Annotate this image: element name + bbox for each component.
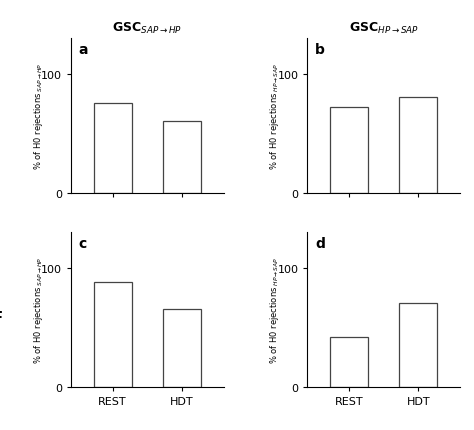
Text: LF: LF — [0, 117, 2, 131]
Bar — [330, 337, 368, 387]
Bar — [399, 98, 437, 194]
Text: b: b — [315, 43, 325, 57]
Text: a: a — [79, 43, 88, 57]
Bar — [94, 104, 132, 194]
Bar — [163, 122, 201, 194]
Text: d: d — [315, 237, 325, 251]
Bar — [330, 108, 368, 194]
Bar — [163, 310, 201, 387]
Text: HF: HF — [0, 310, 3, 325]
Text: c: c — [79, 237, 87, 251]
Bar — [399, 304, 437, 387]
Bar — [94, 282, 132, 387]
Title: GSC$_{SAP\rightarrow HP}$: GSC$_{SAP\rightarrow HP}$ — [112, 21, 182, 36]
Y-axis label: % of H0 rejections$_{\ HP\rightarrow SAP}$: % of H0 rejections$_{\ HP\rightarrow SAP… — [268, 256, 281, 363]
Y-axis label: % of H0 rejections$_{\ SAP\rightarrow HP}$: % of H0 rejections$_{\ SAP\rightarrow HP… — [32, 63, 45, 169]
Y-axis label: % of H0 rejections$_{\ HP\rightarrow SAP}$: % of H0 rejections$_{\ HP\rightarrow SAP… — [268, 63, 281, 169]
Y-axis label: % of H0 rejections$_{\ SAP\rightarrow HP}$: % of H0 rejections$_{\ SAP\rightarrow HP… — [32, 256, 45, 363]
Title: GSC$_{HP\rightarrow SAP}$: GSC$_{HP\rightarrow SAP}$ — [348, 21, 419, 36]
